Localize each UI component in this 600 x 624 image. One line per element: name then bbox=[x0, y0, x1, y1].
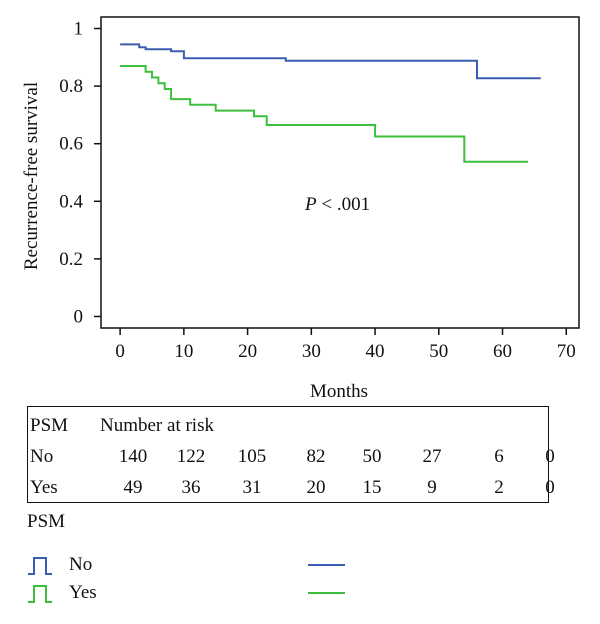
risk-row-label: No bbox=[30, 446, 54, 467]
axes: 0 10 20 30 40 50 60 70 0 0.2 0.4 0.6 0.8 1 bbox=[59, 16, 580, 362]
x-tick-label: 50 bbox=[429, 341, 448, 362]
x-tick-label: 30 bbox=[302, 341, 321, 362]
risk-table-header-title: Number at risk bbox=[100, 415, 214, 436]
risk-count-cell: 82 bbox=[306, 446, 326, 467]
risk-count-cell: 0 bbox=[545, 446, 555, 467]
risk-count-cell: 6 bbox=[494, 446, 504, 467]
legend-line-yes bbox=[308, 592, 345, 594]
x-tick-label: 20 bbox=[238, 341, 257, 362]
y-axis-label: Recurrence-free survival bbox=[21, 82, 42, 270]
risk-count-cell: 122 bbox=[176, 446, 206, 467]
plot-frame bbox=[100, 16, 580, 329]
p-value-text: < .001 bbox=[317, 194, 370, 215]
y-tick-label: 0.4 bbox=[59, 191, 83, 212]
risk-table-header-label: PSM bbox=[30, 415, 69, 436]
series-line-no bbox=[120, 43, 541, 80]
x-tick-label: 60 bbox=[493, 341, 512, 362]
x-tick-label: 40 bbox=[366, 341, 385, 362]
number-at-risk-table: PSM Number at risk No 140 122 105 82 50 27 6 0 Ye… bbox=[27, 406, 555, 503]
legend-line-no bbox=[308, 564, 345, 566]
legend-label-yes: Yes bbox=[69, 582, 97, 603]
risk-count-cell: 9 bbox=[427, 477, 437, 498]
risk-count-cell: 36 bbox=[181, 477, 201, 498]
legend-label-no: No bbox=[69, 554, 93, 575]
legend-title: PSM bbox=[27, 511, 66, 532]
risk-count-cell: 105 bbox=[237, 446, 267, 467]
risk-count-cell: 15 bbox=[362, 477, 382, 498]
risk-count-cell: 2 bbox=[494, 477, 504, 498]
step-icon-no bbox=[28, 557, 52, 575]
risk-count-cell: 50 bbox=[362, 446, 382, 467]
survival-chart: 0 10 20 30 40 50 60 70 0 0.2 0.4 0.6 0.8 1 Recurrence… bbox=[21, 16, 580, 402]
risk-count-cell: 0 bbox=[545, 477, 555, 498]
y-tick-label: 0.6 bbox=[59, 134, 83, 155]
x-tick-label: 10 bbox=[174, 341, 193, 362]
risk-count-cell: 31 bbox=[242, 477, 262, 498]
risk-row-label: Yes bbox=[30, 477, 58, 498]
p-value-symbol: P bbox=[304, 194, 317, 215]
x-tick-label: 70 bbox=[557, 341, 576, 362]
y-tick-label: 0.8 bbox=[59, 76, 83, 97]
x-tick-label: 0 bbox=[115, 341, 125, 362]
risk-count-cell: 140 bbox=[118, 446, 148, 467]
y-tick-label: 1 bbox=[74, 19, 84, 40]
p-value-annotation: P < .001 bbox=[304, 194, 370, 215]
risk-count-cell: 20 bbox=[306, 477, 326, 498]
x-axis-label: Months bbox=[310, 381, 368, 402]
y-tick-label: 0.2 bbox=[59, 249, 83, 270]
risk-count-cell: 27 bbox=[422, 446, 442, 467]
series-line-yes bbox=[120, 65, 528, 163]
risk-count-cell: 49 bbox=[123, 477, 143, 498]
step-icon-yes bbox=[28, 585, 52, 603]
y-tick-label: 0 bbox=[74, 306, 84, 327]
series-layer bbox=[120, 43, 541, 163]
